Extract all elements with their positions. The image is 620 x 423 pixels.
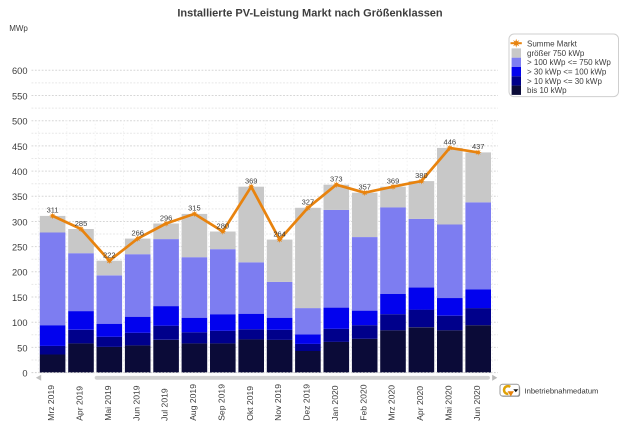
svg-text:437: 437 xyxy=(472,142,485,151)
svg-text:Jul 2019: Jul 2019 xyxy=(160,388,170,421)
svg-text:Dez 2019: Dez 2019 xyxy=(302,384,312,421)
svg-text:> 100 kWp <= 750 kWp: > 100 kWp <= 750 kWp xyxy=(527,58,611,67)
svg-text:Mai 2019: Mai 2019 xyxy=(103,385,113,421)
svg-text:bis 10 kWp: bis 10 kWp xyxy=(527,86,567,95)
svg-text:50: 50 xyxy=(17,343,27,353)
svg-text:Summe Markt: Summe Markt xyxy=(527,40,578,49)
svg-text:264: 264 xyxy=(273,229,286,238)
svg-text:> 30 kWp <= 100 kWp: > 30 kWp <= 100 kWp xyxy=(527,68,607,77)
svg-text:100: 100 xyxy=(12,318,28,328)
svg-text:Installierte PV-Leistung Markt: Installierte PV-Leistung Markt nach Größ… xyxy=(177,8,443,20)
svg-text:250: 250 xyxy=(12,243,28,253)
svg-text:> 10 kWp <= 30 kWp: > 10 kWp <= 30 kWp xyxy=(527,77,602,86)
svg-text:600: 600 xyxy=(12,66,28,76)
svg-text:446: 446 xyxy=(444,138,457,147)
svg-text:369: 369 xyxy=(245,177,258,186)
svg-text:Apr 2019: Apr 2019 xyxy=(75,386,85,421)
svg-text:550: 550 xyxy=(12,91,28,101)
svg-text:Mrz 2019: Mrz 2019 xyxy=(46,385,56,421)
svg-text:Jun 2019: Jun 2019 xyxy=(131,385,141,421)
svg-text:450: 450 xyxy=(12,142,28,152)
svg-text:Sep 2019: Sep 2019 xyxy=(216,384,226,421)
svg-text:285: 285 xyxy=(75,219,88,228)
svg-text:Aug 2019: Aug 2019 xyxy=(188,384,198,421)
svg-text:311: 311 xyxy=(47,206,59,215)
svg-text:380: 380 xyxy=(415,171,428,180)
svg-text:150: 150 xyxy=(12,293,28,303)
svg-text:Inbetriebnahmedatum: Inbetriebnahmedatum xyxy=(525,387,599,396)
svg-text:Jun 2020: Jun 2020 xyxy=(472,385,482,421)
svg-text:Mai 2020: Mai 2020 xyxy=(443,385,453,421)
svg-text:373: 373 xyxy=(330,175,343,184)
svg-text:Mrz 2020: Mrz 2020 xyxy=(387,385,397,421)
svg-text:Nov 2019: Nov 2019 xyxy=(273,384,283,421)
svg-text:Jan 2020: Jan 2020 xyxy=(330,385,340,421)
svg-text:MWp: MWp xyxy=(9,24,28,33)
svg-text:369: 369 xyxy=(387,177,400,186)
svg-text:0: 0 xyxy=(22,369,27,379)
svg-text:400: 400 xyxy=(12,167,28,177)
svg-text:Feb 2020: Feb 2020 xyxy=(358,384,368,421)
svg-text:315: 315 xyxy=(188,204,201,213)
svg-text:327: 327 xyxy=(302,198,315,207)
svg-text:357: 357 xyxy=(358,183,371,192)
svg-text:500: 500 xyxy=(12,117,28,127)
svg-text:266: 266 xyxy=(131,228,144,237)
svg-text:300: 300 xyxy=(12,217,28,227)
svg-text:296: 296 xyxy=(160,213,173,222)
svg-text:größer 750 kWp: größer 750 kWp xyxy=(527,49,585,58)
svg-text:280: 280 xyxy=(217,221,230,230)
svg-text:350: 350 xyxy=(12,192,28,202)
svg-text:Okt 2019: Okt 2019 xyxy=(245,386,255,421)
svg-text:200: 200 xyxy=(12,268,28,278)
svg-text:Apr 2020: Apr 2020 xyxy=(415,386,425,421)
svg-text:222: 222 xyxy=(103,251,116,260)
